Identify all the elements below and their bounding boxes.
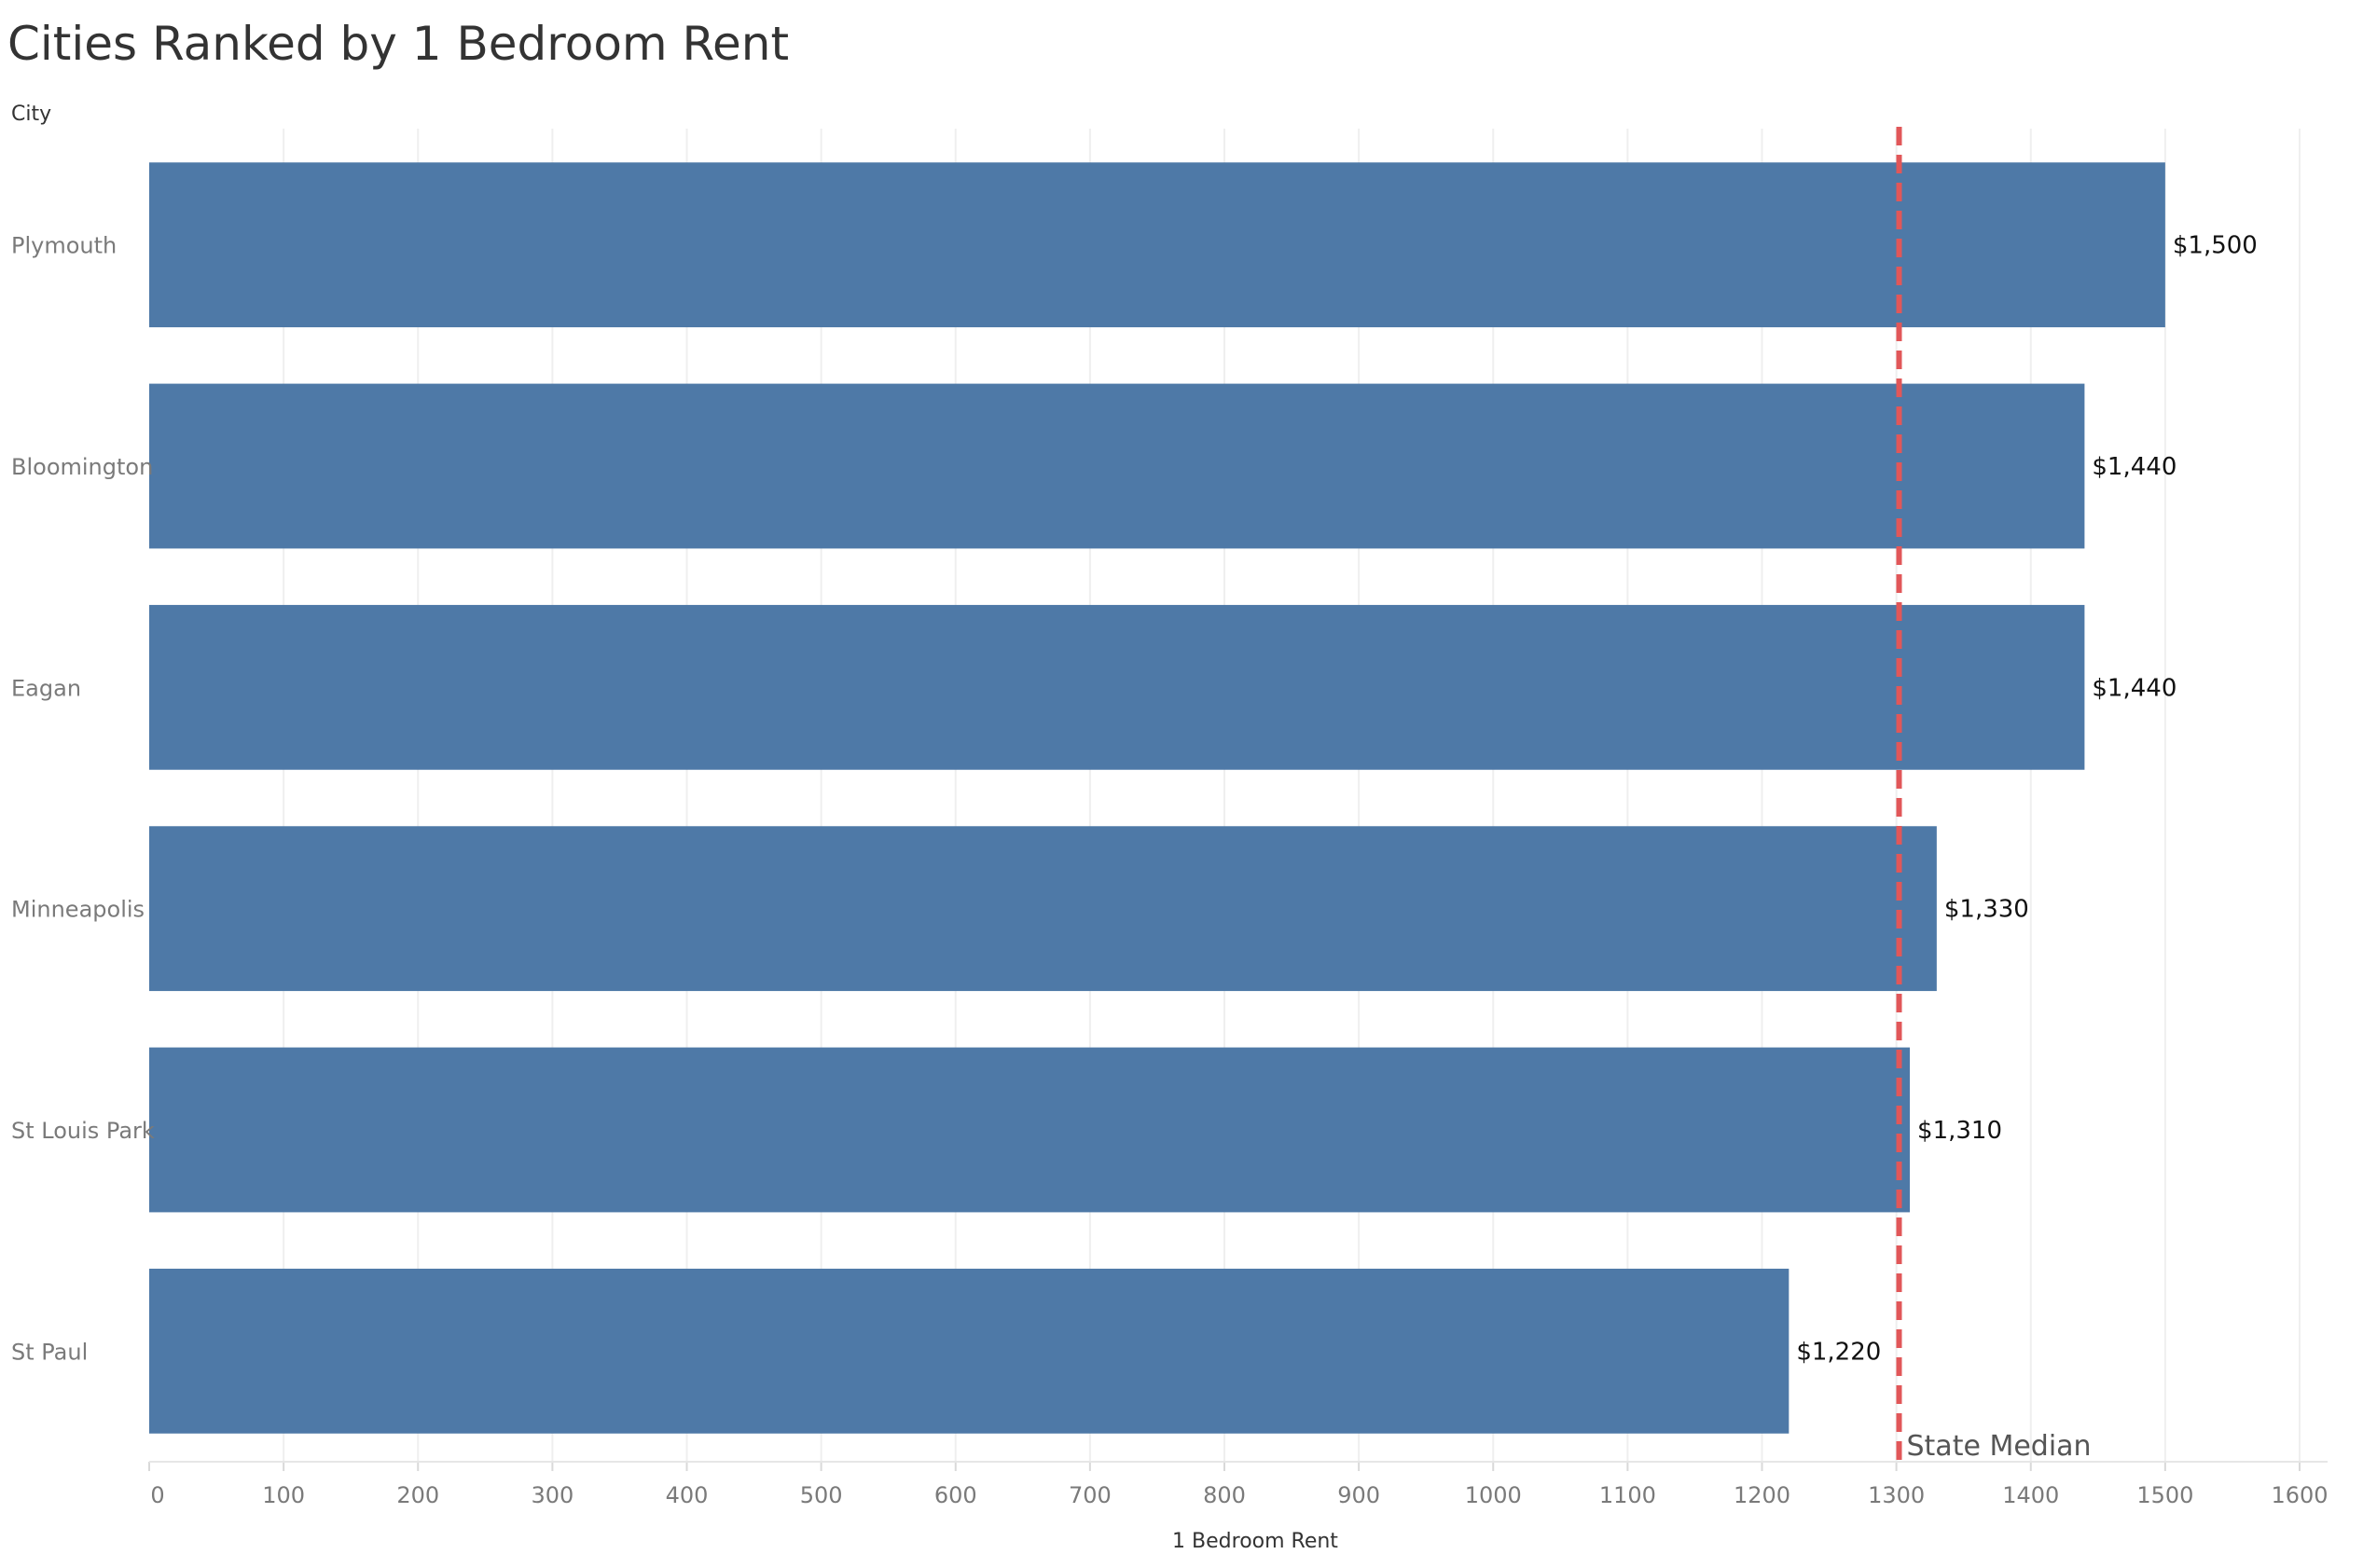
bar <box>149 1268 1790 1434</box>
x-tick-label: 1400 <box>2002 1482 2059 1508</box>
value-label: $1,440 <box>2092 674 2176 702</box>
bar <box>149 826 1937 992</box>
bar <box>149 383 2085 549</box>
bars <box>149 162 2165 1434</box>
x-tick-label: 200 <box>396 1482 439 1508</box>
reference-line-group: State Median <box>1896 127 2092 1463</box>
value-label: $1,440 <box>2092 453 2176 481</box>
bar <box>149 604 2085 770</box>
value-label: $1,220 <box>1796 1338 1881 1366</box>
x-axis-title: 1 Bedroom Rent <box>1172 1530 1338 1553</box>
category-label: St Paul <box>11 1339 88 1365</box>
bar <box>149 162 2165 328</box>
x-tick-label: 700 <box>1069 1482 1112 1508</box>
x-tick-label: 800 <box>1203 1482 1246 1508</box>
value-label: $1,310 <box>1917 1117 2002 1145</box>
category-label: Bloomington <box>11 454 153 480</box>
x-tick-label: 1200 <box>1734 1482 1790 1508</box>
category-label: Eagan <box>11 675 81 701</box>
category-label: Minneapolis <box>11 897 145 923</box>
x-tick-label: 1100 <box>1599 1482 1656 1508</box>
x-tick-label: 1300 <box>1868 1482 1925 1508</box>
bar <box>149 1047 1911 1213</box>
x-tick-label: 900 <box>1337 1482 1380 1508</box>
value-label: $1,500 <box>2173 232 2258 260</box>
gridlines <box>148 129 2328 1471</box>
labels: 0 100 200 300 400 500 600 700 800 900 1000 1100 1200… <box>11 232 2328 1508</box>
x-tick-label: 600 <box>934 1482 977 1508</box>
x-tick-label: 500 <box>800 1482 843 1508</box>
category-label: St Louis Park <box>11 1118 155 1144</box>
x-tick-label: 400 <box>666 1482 709 1508</box>
x-tick-label: 1600 <box>2271 1482 2328 1508</box>
x-tick-label: 0 <box>150 1482 164 1508</box>
x-tick-label: 1500 <box>2136 1482 2193 1508</box>
x-tick-label: 300 <box>531 1482 573 1508</box>
reference-line-label: State Median <box>1907 1430 2092 1463</box>
y-axis-title: City <box>11 103 51 126</box>
chart-title: Cities Ranked by 1 Bedroom Rent <box>7 17 790 71</box>
x-tick-label: 100 <box>262 1482 305 1508</box>
value-label: $1,330 <box>1944 896 2029 924</box>
category-label: Plymouth <box>11 233 117 259</box>
x-tick-label: 1000 <box>1465 1482 1522 1508</box>
